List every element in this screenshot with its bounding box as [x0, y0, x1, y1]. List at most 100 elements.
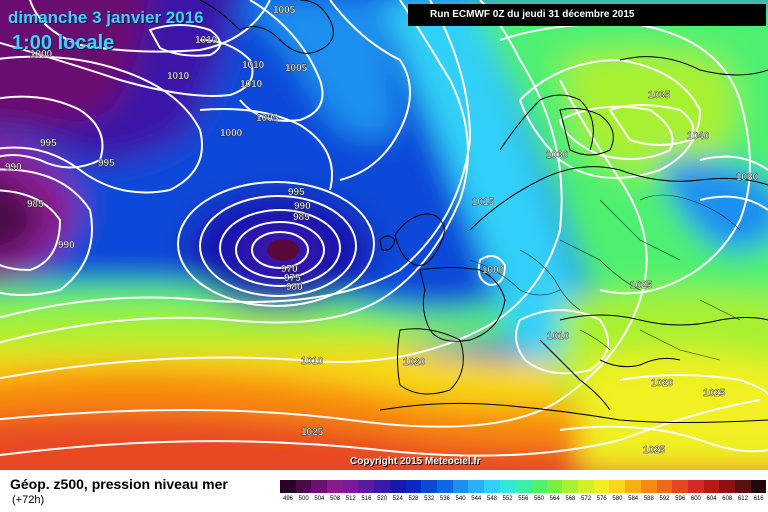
isobar-label: 1010	[167, 71, 190, 82]
isobar-label: 1025	[630, 280, 653, 291]
scale-swatch: 528	[405, 480, 422, 502]
isobar-label: 1035	[648, 90, 671, 101]
scale-label: 600	[690, 496, 701, 502]
scale-swatch: 504	[311, 480, 328, 502]
scale-swatch: 500	[295, 480, 312, 502]
isobar-label: 995	[98, 158, 115, 169]
copyright: Copyright 2015 Meteociel.fr	[350, 456, 481, 467]
isobar-label: 1040	[687, 131, 710, 142]
scale-swatch: 592	[656, 480, 673, 502]
scale-label: 532	[424, 496, 435, 502]
scale-swatch: 548	[483, 480, 500, 502]
scale-label: 556	[518, 496, 529, 502]
scale-label: 592	[659, 496, 670, 502]
coastlines	[199, 0, 768, 423]
scale-swatch: 532	[421, 480, 437, 502]
scale-label: 500	[298, 496, 309, 502]
scale-swatch: 552	[499, 480, 516, 502]
isobar-label: 1005	[273, 5, 296, 16]
scale-swatch: 560	[531, 480, 547, 502]
scale-label: 584	[628, 496, 639, 502]
scale-label: 528	[408, 496, 419, 502]
isobar-label: 980	[286, 282, 303, 293]
geopotential-shading	[0, 0, 768, 470]
forecast-time: 1:00 locale	[12, 32, 115, 54]
isobar-label: 975	[284, 273, 301, 284]
isobar-label: 1010	[240, 79, 263, 90]
scale-swatch: 544	[468, 480, 484, 502]
map-canvas: 1005 1010 1010 1005 1010 1010 1000 1005 1000 995 9…	[0, 0, 768, 470]
forecast-date: dimanche 3 janvier 2016	[8, 8, 204, 27]
isobar-label: 990	[58, 240, 75, 251]
scale-swatch: 604	[703, 480, 720, 502]
isobar-label: 970	[281, 264, 298, 275]
scale-swatch: 536	[436, 480, 453, 502]
scale-swatch: 524	[389, 480, 406, 502]
low-pressure-core	[267, 239, 299, 261]
isobar-label: 1030	[736, 172, 759, 183]
scale-swatch: 568	[562, 480, 579, 502]
scale-label: 548	[486, 496, 497, 502]
scale-label: 576	[596, 496, 607, 502]
isobar-label: 1010	[242, 60, 265, 71]
scale-swatch: 588	[640, 480, 657, 502]
scale-swatch: 612	[734, 480, 751, 502]
scale-label: 496	[282, 496, 293, 502]
scale-label: 540	[455, 496, 466, 502]
isobar-label: 985	[293, 212, 310, 223]
isobar-label: 995	[288, 187, 305, 198]
isobar-label: 990	[294, 201, 311, 212]
isobar-label: 1010	[547, 331, 570, 342]
isobar-labels: 1005 1010 1010 1005 1010 1010 1000 1005 1000 995 9…	[5, 5, 759, 456]
isobar-label: 1010	[195, 35, 218, 46]
color-scale: 496 500 504 508 512 516 520 524 528 532 536 540 544 5…	[280, 480, 767, 502]
isobar-label: 1000	[30, 49, 53, 60]
isobar-label: 990	[5, 162, 22, 173]
isobar-label: 1025	[703, 388, 726, 399]
legend: Géop. z500, pression niveau mer (+72h) 4…	[0, 470, 768, 512]
scale-label: 564	[549, 496, 560, 502]
scale-label: 596	[675, 496, 686, 502]
run-info: Run ECMWF 0Z du jeudi 31 décembre 2015	[408, 4, 766, 26]
country-borders	[469, 194, 741, 361]
scale-swatch: 584	[625, 480, 641, 502]
scale-label: 516	[361, 496, 372, 502]
scale-swatch: 608	[719, 480, 735, 502]
legend-subtitle: (+72h)	[12, 494, 45, 506]
scale-swatch: 516	[358, 480, 375, 502]
scale-label: 572	[581, 496, 592, 502]
scale-label: 552	[502, 496, 513, 502]
scale-swatch: 564	[546, 480, 563, 502]
scale-label: 612	[737, 496, 748, 502]
isobars	[0, 0, 768, 456]
isobar-label: 1025	[643, 445, 666, 456]
isobar-label: 1005	[285, 63, 308, 74]
scale-label: 568	[565, 496, 576, 502]
scale-label: 524	[392, 496, 403, 502]
scale-label: 512	[345, 496, 356, 502]
scale-swatch: 576	[593, 480, 610, 502]
scale-swatch: 616	[750, 480, 767, 502]
scale-swatch: 600	[687, 480, 704, 502]
scale-swatch: 580	[609, 480, 626, 502]
scale-label: 520	[377, 496, 388, 502]
isobar-label: 1000	[482, 265, 505, 276]
isobar-label: 1005	[256, 113, 279, 124]
scale-label: 504	[314, 496, 325, 502]
scale-label: 508	[330, 496, 341, 502]
scale-swatch: 540	[452, 480, 469, 502]
isobar-label: 1025	[301, 427, 324, 438]
scale-label: 608	[722, 496, 733, 502]
legend-title: Géop. z500, pression niveau mer	[10, 476, 228, 492]
scale-label: 536	[439, 496, 450, 502]
isobar-label: 1020	[651, 378, 674, 389]
scale-swatch: 572	[578, 480, 594, 502]
isobar-label: 995	[40, 138, 57, 149]
scale-swatch: 556	[515, 480, 531, 502]
scale-swatch: 512	[342, 480, 359, 502]
isobar-label: 985	[27, 199, 44, 210]
isobar-label: 1030	[546, 150, 569, 161]
scale-label: 560	[533, 496, 544, 502]
scale-label: 604	[706, 496, 717, 502]
isobar-label: 1010	[301, 356, 324, 367]
